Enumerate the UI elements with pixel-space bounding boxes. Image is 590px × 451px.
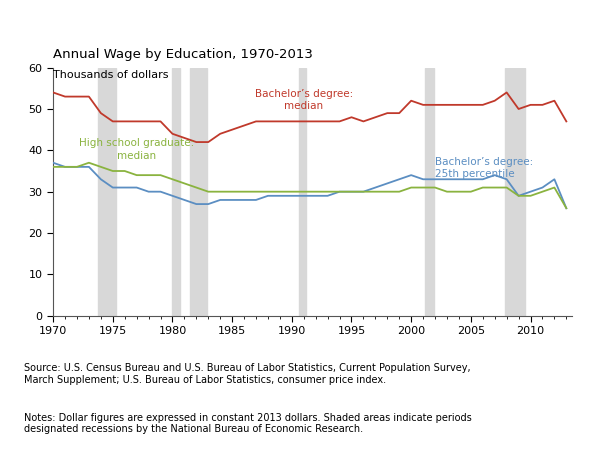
Text: High school graduate:
median: High school graduate: median — [79, 138, 194, 161]
Bar — [299, 68, 306, 316]
Bar — [425, 68, 434, 316]
Text: Thousands of dollars: Thousands of dollars — [53, 70, 169, 80]
Text: Notes: Dollar figures are expressed in constant 2013 dollars. Shaded areas indic: Notes: Dollar figures are expressed in c… — [24, 413, 471, 434]
Bar — [506, 68, 525, 316]
Bar — [99, 68, 116, 316]
Text: Bachelor’s degree:
25th percentile: Bachelor’s degree: 25th percentile — [435, 156, 533, 179]
Text: Annual Wage by Education, 1970-2013: Annual Wage by Education, 1970-2013 — [53, 48, 313, 61]
Text: Source: U.S. Census Bureau and U.S. Bureau of Labor Statistics, Current Populati: Source: U.S. Census Bureau and U.S. Bure… — [24, 363, 470, 385]
Bar — [172, 68, 179, 316]
Bar — [191, 68, 207, 316]
Text: Bachelor’s degree:
median: Bachelor’s degree: median — [255, 89, 353, 111]
